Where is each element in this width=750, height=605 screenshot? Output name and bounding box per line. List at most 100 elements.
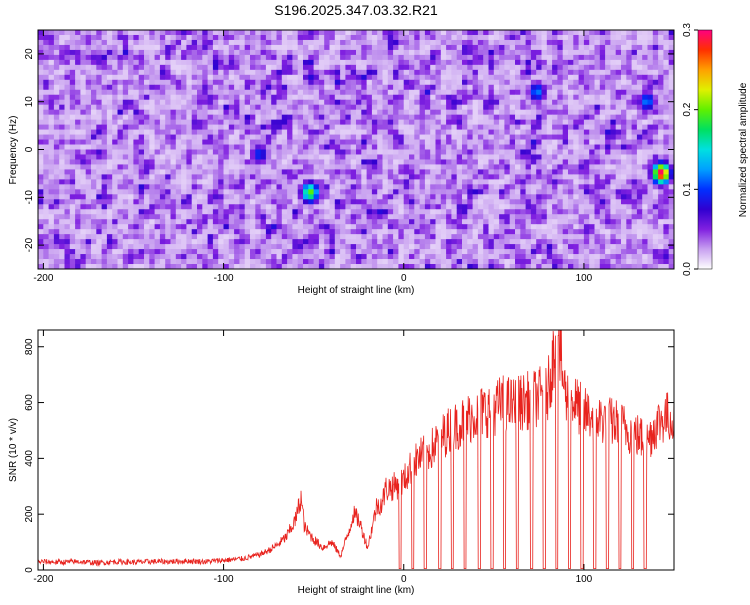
heatmap-cell <box>387 30 394 36</box>
heatmap-cell <box>663 39 670 46</box>
heatmap-cell <box>170 89 177 96</box>
heatmap-cell <box>631 139 638 145</box>
heatmap-cell <box>631 109 638 116</box>
heatmap-cell <box>356 64 362 71</box>
heatmap-cell <box>223 114 230 121</box>
heatmap-cell <box>287 194 293 200</box>
heatmap-cell <box>287 149 293 155</box>
heatmap-cell <box>557 54 564 61</box>
heatmap-cell <box>477 54 484 61</box>
heatmap-cell <box>159 209 166 215</box>
heatmap-cell <box>356 179 362 185</box>
heatmap-cell <box>281 159 288 165</box>
heatmap-cell <box>440 119 447 126</box>
heatmap-cell <box>541 30 548 36</box>
heatmap-cell <box>138 54 145 61</box>
heatmap-cell <box>552 169 558 175</box>
heatmap-cell <box>186 134 193 140</box>
heatmap-cell <box>181 214 187 220</box>
heatmap-cell <box>133 124 140 130</box>
heatmap-cell <box>197 189 203 195</box>
heatmap-cell <box>345 69 352 76</box>
heatmap-cell <box>515 119 521 126</box>
heatmap-cell <box>578 189 585 195</box>
heatmap-cell <box>64 30 71 36</box>
heatmap-cell <box>499 169 505 175</box>
heatmap-cell <box>281 154 288 160</box>
heatmap-cell <box>340 39 346 46</box>
heatmap-cell <box>122 149 129 155</box>
heatmap-cell <box>212 224 219 230</box>
heatmap-cell <box>202 129 208 135</box>
heatmap-cell <box>64 149 71 155</box>
heatmap-cell <box>520 34 526 41</box>
heatmap-cell <box>276 164 283 170</box>
heatmap-cell <box>154 94 161 101</box>
heatmap-cell <box>149 99 155 106</box>
heatmap-cell <box>382 109 389 116</box>
heatmap-cell <box>414 30 420 36</box>
heatmap-cell <box>112 84 118 91</box>
heatmap-cell <box>101 204 108 210</box>
heatmap-cell <box>91 174 97 180</box>
heatmap-cell <box>276 134 283 140</box>
heatmap-cell <box>356 124 362 130</box>
heatmap-cell <box>138 94 145 101</box>
heatmap-cell <box>91 59 97 66</box>
heatmap-cell <box>64 64 71 71</box>
heatmap-cell <box>409 74 415 81</box>
heatmap-cell <box>488 74 495 81</box>
heatmap-cell <box>578 194 585 200</box>
heatmap-cell <box>573 159 579 165</box>
heatmap-cell <box>636 109 643 116</box>
heatmap-cell <box>329 134 336 140</box>
heatmap-cell <box>154 189 161 195</box>
heatmap-cell <box>536 44 542 51</box>
heatmap-cell <box>462 194 468 200</box>
heatmap-cell <box>59 189 65 195</box>
heatmap-cell <box>212 74 219 81</box>
heatmap-cell <box>96 224 102 230</box>
heatmap-cell <box>573 79 579 86</box>
heatmap-cell <box>371 194 378 200</box>
heatmap-cell <box>106 109 113 116</box>
heatmap-cell <box>387 59 394 66</box>
heatmap-cell <box>440 199 447 205</box>
heatmap-cell <box>541 189 548 195</box>
heatmap-cell <box>668 74 674 81</box>
heatmap-cell <box>281 104 288 111</box>
heatmap-cell <box>96 184 102 190</box>
heatmap-cell <box>467 34 473 41</box>
heatmap-cell <box>499 209 505 215</box>
heatmap-cell <box>361 174 367 180</box>
heatmap-cell <box>599 34 606 41</box>
heatmap-cell <box>175 159 182 165</box>
heatmap-cell <box>631 179 638 185</box>
heatmap-cell <box>297 184 304 190</box>
heatmap-cell <box>552 229 558 235</box>
heatmap-cell <box>244 30 251 36</box>
heatmap-cell <box>605 184 611 190</box>
heatmap-cell <box>69 99 76 106</box>
heatmap-cell <box>128 109 134 116</box>
heatmap-cell <box>122 159 129 165</box>
heatmap-cell <box>48 194 55 200</box>
heatmap-cell <box>456 209 463 215</box>
heatmap-cell <box>292 94 299 101</box>
heatmap-cell <box>170 59 177 66</box>
heatmap-cell <box>472 44 479 51</box>
heatmap-cell <box>345 49 352 56</box>
heatmap-cell <box>663 214 670 220</box>
heatmap-cell <box>324 124 330 130</box>
heatmap-cell <box>106 164 113 170</box>
heatmap-cell <box>472 79 479 86</box>
heatmap-cell <box>223 234 230 240</box>
heatmap-cell <box>668 109 674 116</box>
heatmap-cell <box>281 109 288 116</box>
heatmap-cell <box>133 89 140 96</box>
heatmap-cell <box>165 79 171 86</box>
heatmap-cell <box>599 94 606 101</box>
heatmap-cell <box>573 74 579 81</box>
heatmap-cell <box>175 94 182 101</box>
heatmap-cell <box>605 169 611 175</box>
